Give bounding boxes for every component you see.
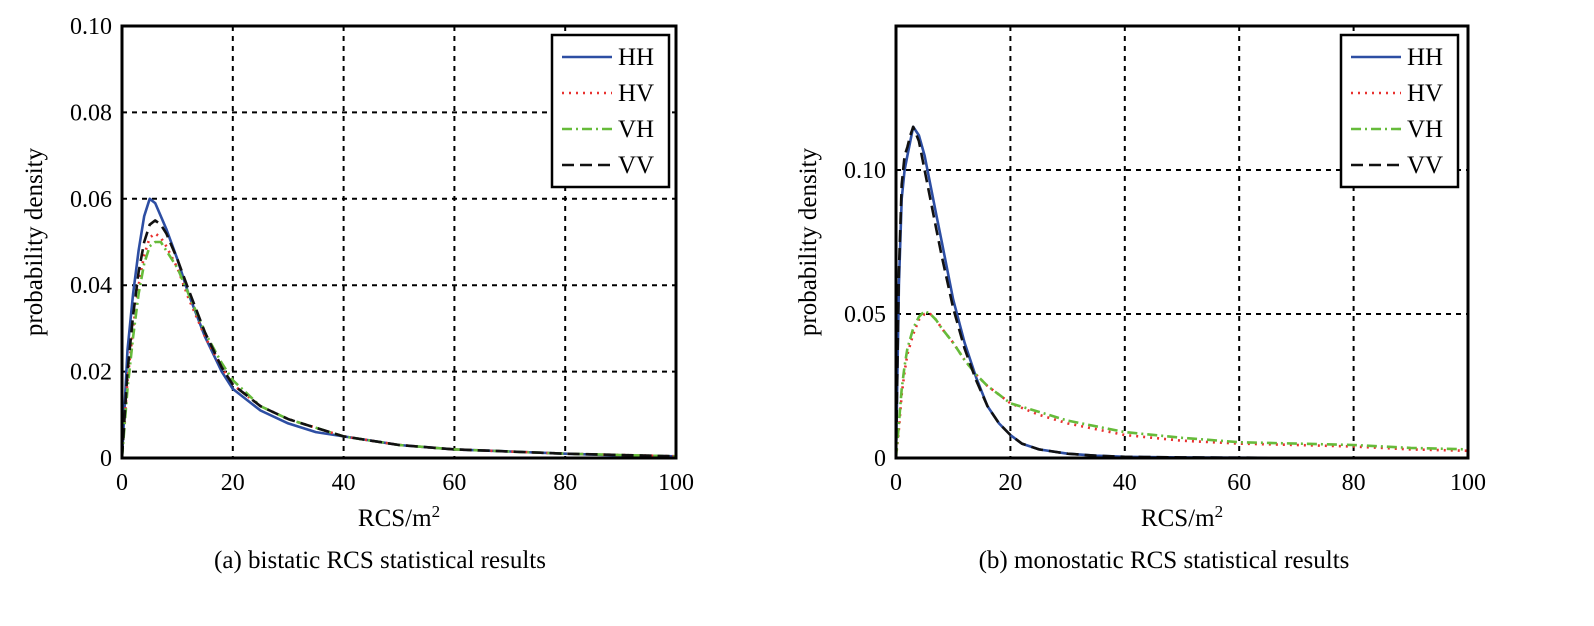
x-tick-label: 80 [553, 470, 577, 496]
series-line-vv [120, 219, 677, 459]
legend-label-vh: VH [1407, 116, 1443, 143]
x-tick-label: 60 [442, 470, 466, 496]
legend-label-hv: HV [1407, 80, 1443, 107]
series-line-vh [120, 240, 677, 459]
legend: HH HV VH VV [1339, 33, 1460, 189]
legend-label-vv: VV [618, 152, 654, 179]
series-line-hv [894, 312, 1469, 459]
legend-box [1339, 33, 1460, 189]
series-line-vh [894, 309, 1469, 459]
y-axis-label: probability density [795, 147, 822, 336]
legend: HH HV VH VV [550, 33, 671, 189]
y-tick-label: 0.08 [70, 100, 112, 126]
plot-frame [120, 24, 678, 460]
legend-label-hh: HH [1407, 44, 1443, 71]
x-tick-label: 80 [1342, 470, 1366, 496]
legend-label-hh: HH [618, 44, 654, 71]
legend-label-vv: VV [1407, 152, 1443, 179]
y-tick-label: 0.05 [844, 302, 886, 328]
x-tick-label: 40 [1113, 470, 1137, 496]
y-tick-label: 0 [100, 446, 112, 472]
x-tick-label: 60 [1227, 470, 1251, 496]
x-tick-label: 0 [116, 470, 128, 496]
x-tick-label: 40 [332, 470, 356, 496]
x-tick-label: 100 [658, 470, 694, 496]
x-tick-label: 0 [890, 470, 902, 496]
legend-box [550, 33, 671, 189]
chart-monostatic: 0 20 40 60 80 100 0 0.05 0.10 RCS/m2 probability d… [795, 24, 1486, 574]
y-tick-label: 0.04 [70, 273, 112, 299]
series-line-hh [894, 125, 1468, 460]
x-axis-label: RCS/m2 [1141, 502, 1223, 532]
x-tick-label: 20 [221, 470, 245, 496]
legend-label-hv: HV [618, 80, 654, 107]
y-tick-label: 0.10 [844, 158, 886, 184]
y-tick-label: 0 [874, 446, 886, 472]
y-tick-label: 0.06 [70, 187, 112, 213]
series-line-hv [120, 232, 677, 459]
y-tick-label: 0.10 [70, 14, 112, 40]
chart-caption: (b) monostatic RCS statistical results [979, 547, 1350, 574]
x-tick-label: 20 [998, 470, 1022, 496]
x-tick-label: 100 [1450, 470, 1486, 496]
chart-caption: (a) bistatic RCS statistical results [214, 547, 546, 574]
plot-frame [894, 24, 1470, 460]
legend-label-vh: VH [618, 116, 654, 143]
y-tick-label: 0.02 [70, 360, 112, 386]
y-axis-label: probability density [21, 147, 48, 336]
x-axis-label: RCS/m2 [358, 502, 440, 532]
chart-bistatic: 0 20 40 60 80 100 0 0.02 0.04 0.06 0.08 0.10 RCS/m2 p… [21, 14, 694, 574]
series-line-vv [894, 125, 1468, 460]
series-line-hh [120, 197, 677, 459]
